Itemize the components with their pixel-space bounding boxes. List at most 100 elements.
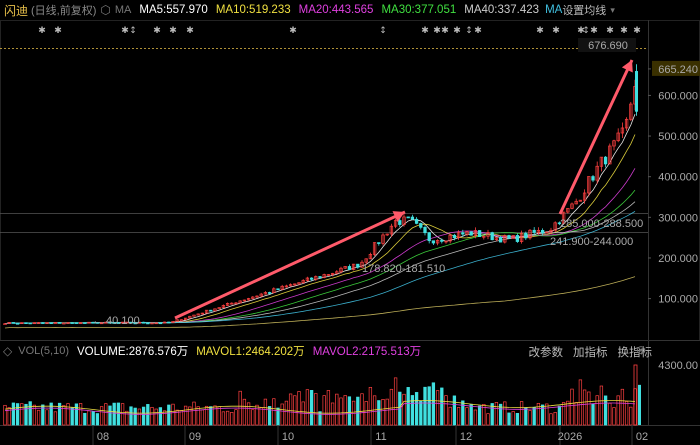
candle-body [45, 322, 49, 324]
candle-body [629, 103, 633, 120]
candle-body [356, 263, 360, 268]
chart-mode: (日线,前复权) [31, 5, 97, 17]
volume-bar [41, 404, 45, 426]
candle-body [196, 313, 200, 316]
volume-bar [53, 411, 58, 426]
candle-body [272, 288, 276, 293]
volume-bar [423, 386, 427, 426]
volume-bar [322, 395, 326, 426]
volume-bar [503, 401, 507, 426]
candle-body [78, 322, 83, 324]
volume-bar [347, 396, 352, 426]
volume-bar [410, 395, 415, 426]
volume-bar [154, 408, 158, 426]
caret-down-icon[interactable]: ▾ [610, 4, 615, 15]
candle-body [465, 231, 469, 235]
candle-body [553, 222, 557, 231]
volume-bar [171, 403, 175, 426]
candle-body [587, 176, 591, 194]
candle-body [293, 283, 297, 286]
price-tick-1: 600.000 [658, 90, 698, 102]
candle-body [171, 320, 175, 323]
candle-body [49, 322, 53, 324]
candle-body [347, 266, 352, 270]
high-annotation: 676.690 [588, 40, 628, 52]
volume-bar [566, 400, 570, 426]
candle-body [486, 232, 490, 237]
candle-body [545, 231, 549, 234]
volume-bar [570, 388, 574, 426]
volume-bar [158, 407, 163, 426]
candle-body [561, 211, 566, 224]
volume-bar [515, 413, 520, 426]
add-indicator-button[interactable]: 加指标 [573, 347, 608, 359]
volume-bar [519, 401, 524, 426]
candle-body [301, 280, 305, 283]
candle-body [24, 322, 28, 324]
close-icon[interactable]: ⊗ [636, 343, 647, 357]
volume-bar-last [638, 384, 641, 425]
candle-body [490, 232, 494, 241]
volume-bar [427, 386, 431, 426]
volume-bar [267, 406, 272, 426]
volume-bar [234, 409, 238, 426]
candle-body [242, 299, 247, 302]
candle-body [616, 132, 620, 142]
candle-body [141, 321, 146, 324]
volume-bar [360, 393, 364, 426]
modify-params-button[interactable]: 改参数 [528, 347, 564, 359]
event-marker: ✱ [169, 26, 177, 36]
volume-bar [116, 402, 121, 426]
candle-body [440, 240, 444, 242]
volume-bar [133, 407, 137, 426]
event-marker: ↕ [379, 26, 387, 36]
volume-bar [104, 403, 108, 426]
volume-bar [343, 395, 347, 426]
mavol2-line [4, 402, 636, 415]
toggle-icon[interactable]: ◇ [3, 344, 13, 358]
volume-bar [87, 410, 91, 426]
candle-body [570, 203, 574, 209]
volume-bar [465, 407, 469, 426]
ma-settings-button[interactable]: 设置均线 [562, 5, 607, 17]
candle-body [372, 242, 377, 255]
candle-body [608, 145, 612, 165]
candle-body [624, 118, 629, 129]
candle-body [532, 229, 536, 233]
candle-body [406, 216, 410, 219]
hexagon-settings-icon[interactable]: ⬡ [100, 3, 111, 17]
volume-bar [356, 396, 360, 426]
candle-body [574, 200, 578, 205]
candle-body [503, 235, 507, 243]
candle-body [167, 321, 171, 324]
candle-body [620, 127, 625, 134]
candle-body [209, 309, 213, 312]
volume-bar [448, 406, 452, 426]
price-tick-2: 500.000 [658, 131, 698, 143]
candle-body [15, 322, 20, 325]
volume-bar [284, 400, 289, 426]
volume-bar [540, 404, 545, 426]
candle-body [150, 322, 154, 325]
candle-body [398, 220, 402, 225]
volume-bar [74, 403, 79, 426]
candle-body [582, 192, 587, 201]
time-tick-5: 2026 [558, 431, 582, 443]
candle-body [238, 300, 242, 304]
candle-body [364, 258, 368, 263]
candle-body [410, 216, 415, 220]
candle-body [549, 229, 553, 233]
volume-bar [608, 402, 612, 426]
price-header: 闪迪 (日线,前复权) ⬡ MA MA5:557.970 MA10:519.23… [0, 0, 700, 20]
candle-body [230, 302, 234, 305]
volume-bar [381, 399, 385, 426]
volume-bar [582, 389, 587, 426]
event-marker: ↕ [582, 26, 590, 36]
candle-body [70, 322, 74, 324]
switch-indicator-button[interactable]: 换指标 [617, 347, 653, 359]
candle-body [183, 317, 188, 321]
volume-header: ◇ VOL(5,10) VOLUME:2876.576万 MAVOL1:2464… [0, 342, 700, 360]
candle-body [175, 319, 179, 322]
